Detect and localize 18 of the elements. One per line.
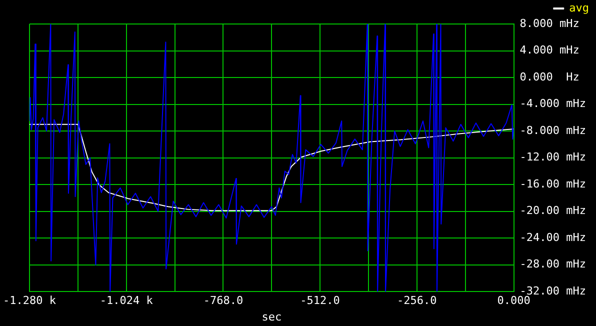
x-tick-label: -256.0 bbox=[397, 294, 437, 308]
y-tick-label: -20.00 mHz bbox=[520, 204, 586, 218]
x-tick-label: 0.000 bbox=[497, 294, 530, 308]
y-tick-label: -4.000 mHz bbox=[520, 97, 586, 110]
y-tick-label: -16.00 mHz bbox=[520, 177, 586, 190]
x-tick-label: -1.280 k bbox=[3, 294, 56, 308]
y-tick-label: -28.00 mHz bbox=[520, 258, 586, 271]
y-tick-label: -8.000 mHz bbox=[520, 124, 586, 137]
y-tick-label: -24.00 mHz bbox=[520, 230, 586, 244]
y-tick-label: 8.000 mHz bbox=[520, 16, 580, 30]
x-tick-label: -1.024 k bbox=[100, 294, 154, 308]
y-tick-label: 0.000 Hz bbox=[520, 70, 580, 84]
y-tick-label: 4.000 mHz bbox=[520, 44, 580, 57]
y-tick-label: -12.00 mHz bbox=[520, 150, 586, 164]
legend-label: avg bbox=[569, 1, 590, 14]
x-tick-label: -768.0 bbox=[203, 294, 244, 308]
x-tick-label: -512.0 bbox=[300, 294, 340, 308]
x-axis-title: sec bbox=[262, 310, 282, 324]
